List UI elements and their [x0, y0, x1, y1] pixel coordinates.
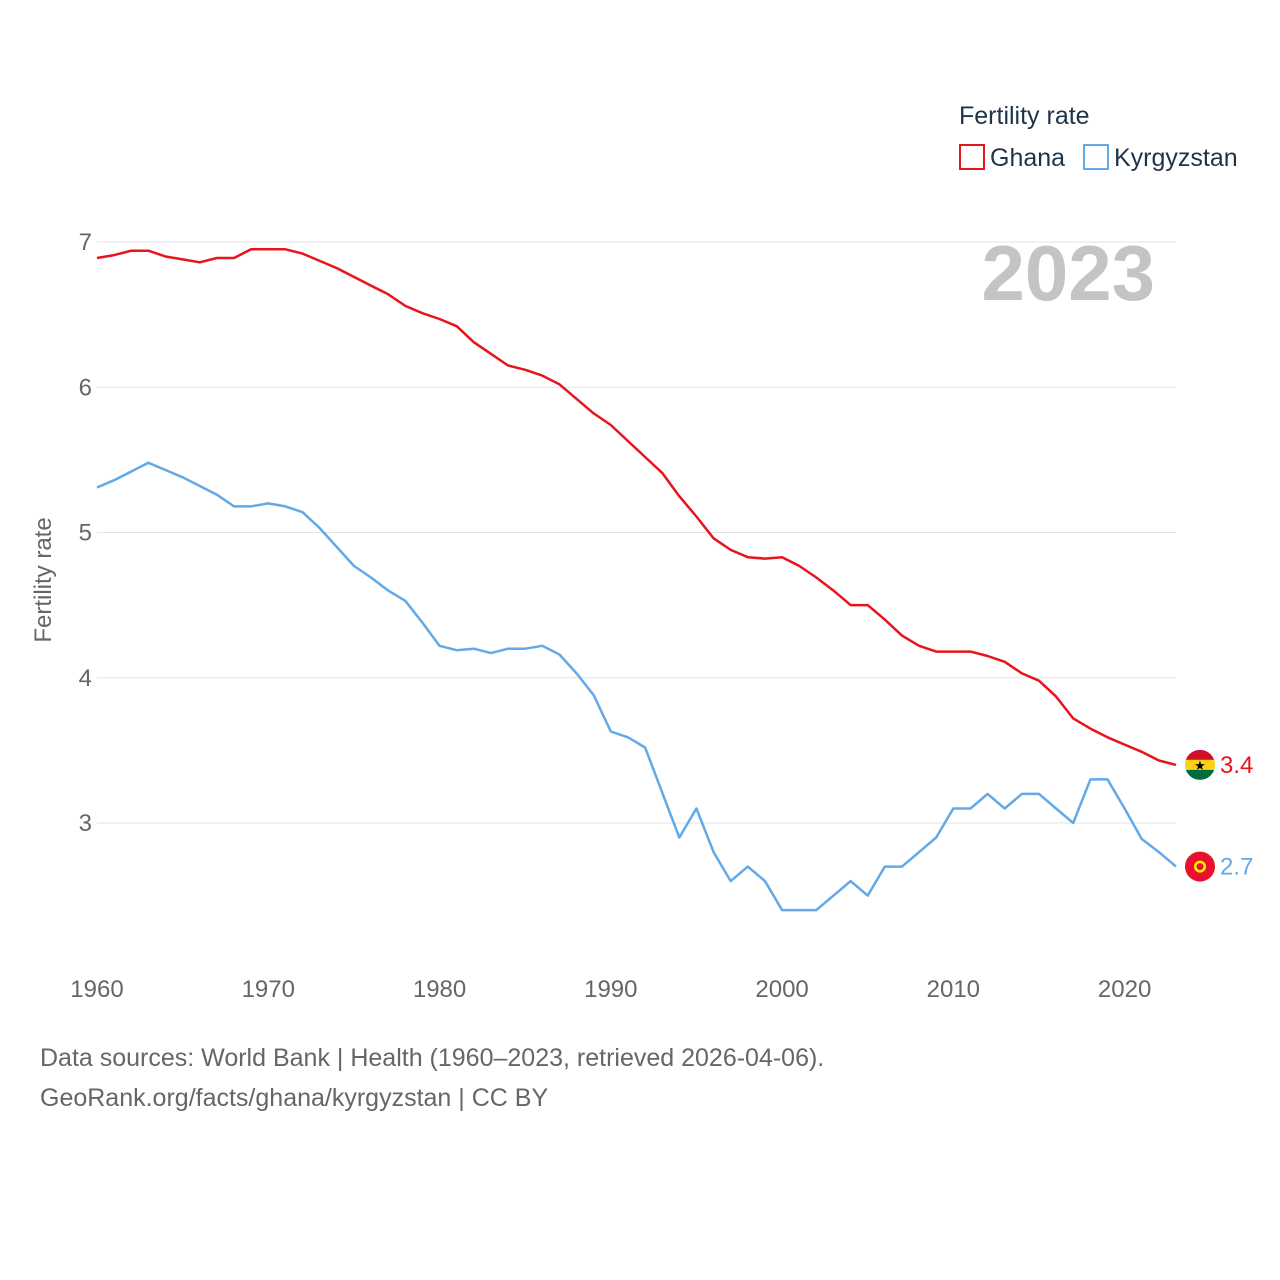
legend-swatch-kyrgyzstan: [1083, 144, 1109, 170]
end-markers: ★ 3.4 2.7: [1185, 749, 1253, 882]
svg-text:★: ★: [1194, 758, 1206, 773]
series-lines: [96, 248, 1177, 912]
x-tick-label: 2010: [927, 976, 980, 1003]
flag-marker-ghana: ★: [1185, 749, 1215, 780]
legend-swatch-ghana: [959, 144, 985, 170]
series-line-kyrgyzstan: [96, 461, 1177, 912]
y-tick-label: 4: [79, 665, 92, 692]
x-tick-label: 1970: [242, 976, 295, 1003]
grid: [97, 241, 1176, 824]
legend-title: Fertility rate: [959, 102, 1090, 130]
y-axis: 3 4 5 6 7: [79, 229, 92, 837]
y-axis-label: Fertility rate: [30, 517, 57, 642]
x-tick-label: 2020: [1098, 976, 1151, 1003]
legend-label-ghana[interactable]: Ghana: [990, 144, 1065, 172]
y-tick-label: 7: [79, 229, 92, 256]
series-line-ghana: [96, 248, 1177, 767]
year-label: 2023: [981, 229, 1155, 317]
ghana-flag-icon: ★: [1185, 749, 1215, 780]
y-tick-label: 6: [79, 374, 92, 401]
x-tick-label: 1980: [413, 976, 466, 1003]
x-tick-label: 1990: [584, 976, 637, 1003]
x-tick-label: 2000: [755, 976, 808, 1003]
legend: Fertility rate Ghana Kyrgyzstan: [959, 102, 1238, 172]
legend-label-kyrgyzstan[interactable]: Kyrgyzstan: [1114, 144, 1238, 172]
x-tick-label: 1960: [70, 976, 123, 1003]
flag-marker-kyrgyzstan: [1185, 851, 1215, 882]
end-value-label-ghana: 3.4: [1220, 752, 1253, 779]
footer-sources: Data sources: World Bank | Health (1960–…: [40, 1044, 825, 1072]
footer-link[interactable]: GeoRank.org/facts/ghana/kyrgyzstan | CC …: [40, 1084, 549, 1112]
end-value-label-kyrgyzstan: 2.7: [1220, 854, 1253, 881]
y-tick-label: 3: [79, 810, 92, 837]
x-axis: 1960 1970 1980 1990 2000 2010 2020: [70, 976, 1151, 1003]
y-tick-label: 5: [79, 520, 92, 547]
